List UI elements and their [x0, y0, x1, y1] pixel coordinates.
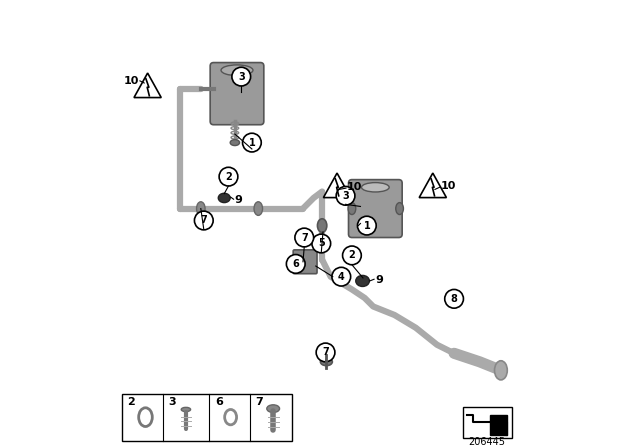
Ellipse shape	[321, 358, 332, 366]
Text: 7: 7	[255, 397, 262, 407]
FancyBboxPatch shape	[349, 180, 402, 237]
Text: 5: 5	[318, 238, 324, 249]
Text: 7: 7	[301, 233, 308, 242]
Text: 3: 3	[238, 72, 244, 82]
Ellipse shape	[196, 202, 205, 215]
Circle shape	[243, 133, 261, 152]
Circle shape	[336, 186, 355, 205]
Ellipse shape	[356, 276, 369, 286]
Text: 3: 3	[168, 397, 175, 407]
Circle shape	[445, 289, 463, 308]
Circle shape	[219, 167, 238, 186]
Circle shape	[358, 216, 376, 235]
Ellipse shape	[181, 407, 191, 412]
Ellipse shape	[254, 202, 262, 215]
Text: 4: 4	[338, 271, 345, 282]
Ellipse shape	[348, 202, 356, 215]
Text: 6: 6	[215, 397, 223, 407]
Text: 7: 7	[322, 348, 329, 358]
FancyBboxPatch shape	[293, 250, 317, 274]
Polygon shape	[490, 415, 508, 435]
Text: 10: 10	[440, 181, 456, 191]
Circle shape	[195, 211, 213, 230]
Ellipse shape	[230, 140, 239, 146]
Ellipse shape	[362, 183, 389, 192]
Polygon shape	[419, 173, 447, 198]
Circle shape	[312, 234, 331, 253]
Text: 3: 3	[342, 191, 349, 201]
Ellipse shape	[495, 361, 508, 380]
Ellipse shape	[267, 405, 280, 413]
Ellipse shape	[218, 193, 230, 202]
Text: 2: 2	[127, 397, 135, 407]
Ellipse shape	[221, 65, 253, 76]
Text: 8: 8	[451, 294, 458, 304]
Ellipse shape	[317, 219, 327, 233]
Circle shape	[286, 254, 305, 273]
Circle shape	[332, 267, 351, 286]
Circle shape	[316, 343, 335, 362]
Circle shape	[232, 67, 251, 86]
Text: 1: 1	[248, 138, 255, 147]
Circle shape	[342, 246, 362, 265]
FancyBboxPatch shape	[463, 406, 511, 439]
Ellipse shape	[396, 202, 403, 215]
Text: 7: 7	[200, 215, 207, 225]
Text: 6: 6	[292, 259, 299, 269]
Circle shape	[295, 228, 314, 247]
Polygon shape	[323, 173, 351, 198]
Text: 2: 2	[225, 172, 232, 181]
Text: 9: 9	[235, 195, 243, 205]
Text: 10: 10	[124, 76, 139, 86]
Text: 10: 10	[347, 182, 362, 192]
Text: 9: 9	[375, 275, 383, 285]
Text: 1: 1	[364, 220, 370, 231]
FancyBboxPatch shape	[122, 394, 292, 440]
Text: 2: 2	[349, 250, 355, 260]
FancyBboxPatch shape	[210, 63, 264, 125]
Text: 206445: 206445	[468, 437, 506, 447]
Polygon shape	[134, 73, 161, 98]
